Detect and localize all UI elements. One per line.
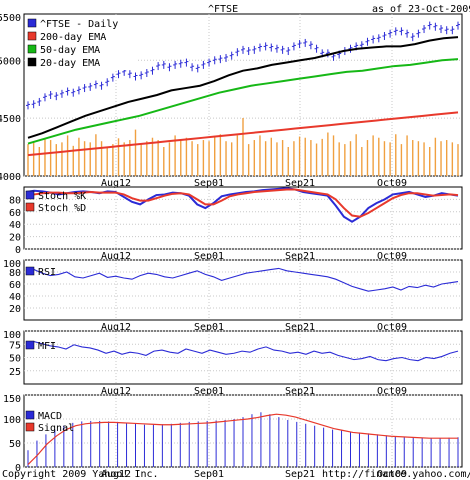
- y-tick-label: 100: [3, 259, 21, 270]
- legend-swatch: [25, 190, 35, 200]
- x-tick-label: Sep01: [194, 322, 224, 333]
- x-tick-label: Oct09: [377, 251, 407, 262]
- series-line-1: [27, 111, 459, 157]
- y-tick-label: 4500: [0, 114, 21, 125]
- x-tick-label: Sep01: [194, 386, 224, 397]
- legend-swatch: [27, 57, 37, 67]
- x-tick-label: Sep21: [285, 386, 315, 397]
- y-tick-label: 0: [15, 245, 21, 256]
- x-tick-label: Aug12: [101, 178, 131, 189]
- y-tick-label: 40: [9, 292, 21, 303]
- y-tick-label: 60: [9, 280, 21, 291]
- as-of-date: as of 23-Oct-2009: [372, 4, 470, 15]
- legend-swatch: [27, 44, 37, 54]
- chart-title: ^FTSE: [208, 4, 238, 15]
- y-tick-label: 25: [9, 367, 21, 378]
- y-tick-label: 80: [9, 195, 21, 206]
- series-line: [25, 188, 459, 218]
- x-tick-label: Sep21: [285, 178, 315, 189]
- x-tick-label: Oct09: [377, 469, 407, 480]
- y-tick-label: 100: [3, 330, 21, 341]
- copyright-text: Copyright 2009 Yahoo! Inc.: [2, 469, 159, 480]
- legend-swatch: [27, 18, 37, 28]
- series-line: [25, 267, 459, 292]
- y-tick-label: 50: [9, 354, 21, 365]
- legend-label: Stoch %D: [38, 203, 86, 214]
- x-tick-label: Sep01: [194, 178, 224, 189]
- legend-swatch: [25, 422, 35, 432]
- legend-label: MFI: [38, 341, 56, 352]
- y-tick-label: 5500: [0, 13, 21, 24]
- legend-label: ^FTSE - Daily: [40, 19, 118, 30]
- y-tick-label: 50: [9, 439, 21, 450]
- legend-label: 50-day EMA: [40, 45, 100, 56]
- x-tick-label: Sep01: [194, 251, 224, 262]
- legend-bg: [26, 16, 138, 70]
- x-tick-label: Sep21: [285, 251, 315, 262]
- x-tick-label: Aug12: [101, 469, 131, 480]
- y-tick-label: 0: [15, 463, 21, 474]
- x-tick-label: Oct09: [377, 178, 407, 189]
- price-legend: ^FTSE - Daily 200-day EMA 50-day EMA 20-day…: [26, 16, 138, 70]
- series-line-3: [27, 36, 459, 139]
- legend-swatch: [25, 202, 35, 212]
- legend-swatch: [25, 266, 35, 276]
- series-line: [25, 341, 459, 362]
- legend-label: RSI: [38, 267, 56, 278]
- series-line-2: [27, 58, 459, 145]
- y-tick-label: 150: [3, 394, 21, 405]
- y-tick-label: 20: [9, 304, 21, 315]
- legend-swatch: [27, 31, 37, 41]
- y-tick-label: 75: [9, 340, 21, 351]
- x-tick-label: Aug12: [101, 322, 131, 333]
- x-tick-label: Sep21: [285, 469, 315, 480]
- legend-label: 200-day EMA: [40, 32, 106, 43]
- y-tick-label: 4000: [0, 172, 21, 183]
- y-tick-label: 60: [9, 208, 21, 219]
- legend-label: MACD: [38, 411, 62, 422]
- y-tick-label: 40: [9, 220, 21, 231]
- x-tick-label: Sep21: [285, 322, 315, 333]
- y-tick-label: 20: [9, 233, 21, 244]
- legend-swatch: [25, 410, 35, 420]
- yahoo-finance-link[interactable]: http://finance.yahoo.com/: [322, 469, 470, 480]
- y-tick-label: 80: [9, 268, 21, 279]
- y-tick-label: 100: [3, 415, 21, 426]
- legend-label: Stoch %K: [38, 191, 86, 202]
- legend-label: 20-day EMA: [40, 58, 100, 69]
- x-tick-label: Aug12: [101, 251, 131, 262]
- x-tick-label: Sep01: [194, 469, 224, 480]
- panel-frame: [23, 259, 463, 321]
- rsi-legend: RSI: [25, 266, 56, 278]
- x-tick-label: Oct09: [377, 386, 407, 397]
- chart-panels: 4000450050005500Aug12Sep01Sep21Oct09^FTS…: [0, 13, 463, 480]
- x-tick-label: Aug12: [101, 386, 131, 397]
- x-tick-label: Oct09: [377, 322, 407, 333]
- mfi-legend: MFI: [25, 340, 56, 352]
- legend-label: Signal: [38, 423, 74, 434]
- signal-line: [27, 413, 458, 466]
- legend-swatch: [25, 340, 35, 350]
